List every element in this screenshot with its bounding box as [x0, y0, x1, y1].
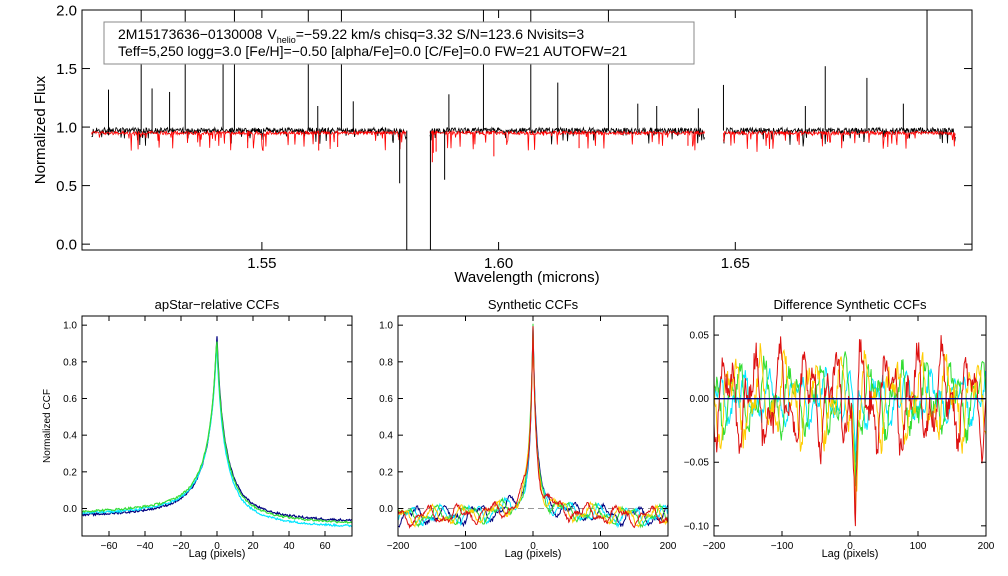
- synthetic-ccf-title: Synthetic CCFs: [488, 297, 579, 312]
- x-tick-label: 200: [978, 541, 995, 552]
- apstar-ccf-x-label: Lag (pixels): [189, 548, 246, 560]
- legend-line-1: 2M15173636−0130008 Vhelio=−59.22 km/s chi…: [118, 26, 584, 45]
- x-tick-label: 60: [319, 541, 331, 552]
- synthetic-ccf-x-ticks: −200 −100 0 100 200: [387, 316, 677, 552]
- synthetic-ccf-x-label: Lag (pixels): [505, 548, 562, 560]
- spectrum-legend: 2M15173636−0130008 Vhelio=−59.22 km/s chi…: [103, 21, 695, 65]
- difference-ccf-line: [713, 343, 987, 521]
- y-tick-label: 0.4: [63, 431, 77, 442]
- synthetic-ccf-line: [397, 328, 669, 529]
- synthetic-ccf-line: [397, 326, 669, 530]
- y-tick-label: 0.5: [56, 178, 77, 195]
- difference-ccf-series: [713, 335, 987, 527]
- y-tick-label: 1.0: [56, 119, 77, 136]
- observed-spectrum-chip-c: [723, 126, 956, 147]
- x-tick-label: 100: [910, 541, 927, 552]
- x-tick-label: 0: [530, 541, 536, 552]
- x-tick-label: 0: [847, 541, 853, 552]
- spectrum-y-label: Normalized Flux: [32, 75, 49, 184]
- apstar-ccf-series: [81, 336, 353, 528]
- y-tick-label: 0.05: [690, 331, 710, 342]
- difference-ccf-line: [713, 335, 987, 527]
- apstar-ccf-y-ticks: 0.0 0.2 0.4 0.6 0.8 1.0: [63, 321, 352, 515]
- y-tick-label: 0.8: [63, 357, 77, 368]
- legend-vhelio-sub: helio: [277, 35, 296, 45]
- spectrum-panel: 1.55 1.60 1.65 0.0 0.5 1.0 1.5 2.0 2M15173636−…: [32, 2, 973, 286]
- y-tick-label: 0.6: [379, 394, 393, 405]
- legend-line-1-rest: =−59.22 km/s chisq=3.32 S/N=123.6 Nvisit…: [296, 26, 585, 42]
- spectrum-x-ticks: 1.55 1.60 1.65: [247, 10, 750, 272]
- y-tick-label: 0.0: [63, 504, 77, 515]
- observed-spectrum-chip-b: [429, 126, 705, 145]
- x-tick-label: 40: [283, 541, 295, 552]
- x-tick-label: −40: [137, 541, 154, 552]
- difference-ccf-y-ticks: −0.10 −0.05 0.00 0.05: [684, 331, 986, 532]
- y-tick-label: 0.6: [63, 394, 77, 405]
- y-tick-label: 0.2: [379, 467, 393, 478]
- apstar-ccf-x-ticks: −60 −40 −20 0 20 40 60: [101, 316, 331, 552]
- x-tick-label: 1.60: [484, 255, 513, 272]
- legend-box: [103, 21, 695, 65]
- x-tick-label: 0: [214, 541, 220, 552]
- x-tick-label: −60: [101, 541, 118, 552]
- x-tick-label: −100: [454, 541, 477, 552]
- x-tick-label: −200: [703, 541, 726, 552]
- x-tick-label: 1.65: [721, 255, 750, 272]
- spectrum-absorption-dips: [247, 130, 689, 250]
- y-tick-label: −0.05: [684, 458, 710, 469]
- y-tick-label: 1.0: [379, 321, 393, 332]
- x-tick-label: −200: [387, 541, 410, 552]
- x-tick-label: 200: [660, 541, 677, 552]
- x-tick-label: 100: [592, 541, 609, 552]
- legend-vhelio-label: V: [267, 26, 277, 42]
- y-tick-label: 1.5: [56, 61, 77, 78]
- y-tick-label: −0.10: [684, 521, 710, 532]
- synthetic-spectrum-chip-b: [429, 129, 705, 151]
- spectrum-y-ticks: 0.0 0.5 1.0 1.5 2.0: [56, 2, 972, 253]
- legend-line-2: Teff=5,250 logg=3.0 [Fe/H]=−0.50 [alpha/…: [118, 43, 627, 59]
- synthetic-spectrum-chip-c: [723, 129, 956, 152]
- y-tick-label: 0.2: [63, 467, 77, 478]
- synthetic-ccf-panel: Synthetic CCFs −200 −100 0 100 200 0.0 0.2 0.4…: [379, 297, 677, 560]
- y-tick-label: 0.0: [379, 504, 393, 515]
- x-tick-label: −20: [173, 541, 190, 552]
- apstar-ccf-y-label: Normalized CCF: [42, 389, 53, 463]
- y-tick-label: 0.00: [690, 394, 710, 405]
- synthetic-spectrum-chip-a: [91, 129, 407, 152]
- apstar-ccf-title: apStar−relative CCFs: [155, 297, 280, 312]
- y-tick-label: 2.0: [56, 2, 77, 19]
- apstar-ccf-panel: apStar−relative CCFs −60 −40 −20 0 20 40 60 0.…: [42, 297, 353, 560]
- synthetic-ccf-y-ticks: 0.0 0.2 0.4 0.6 0.8 1.0: [379, 321, 668, 515]
- apstar-ccf-line: [81, 336, 353, 522]
- synthetic-ccf-line: [397, 332, 669, 528]
- y-tick-label: 0.8: [379, 357, 393, 368]
- difference-ccf-panel: Difference Synthetic CCFs −200 −100 0 100 20…: [684, 297, 995, 560]
- synthetic-ccf-series: [397, 323, 669, 530]
- difference-ccf-frame: [713, 315, 987, 537]
- legend-object-id: 2M15173636−0130008: [118, 26, 263, 42]
- difference-ccf-title: Difference Synthetic CCFs: [774, 297, 927, 312]
- x-tick-label: 1.55: [247, 255, 276, 272]
- x-tick-label: −100: [771, 541, 794, 552]
- y-tick-label: 0.0: [56, 236, 77, 253]
- difference-ccf-x-label: Lag (pixels): [822, 548, 879, 560]
- apstar-ccf-line: [81, 341, 353, 524]
- x-tick-label: 20: [247, 541, 259, 552]
- spectrum-x-label: Wavelength (microns): [454, 269, 599, 286]
- y-tick-label: 1.0: [63, 321, 77, 332]
- apstar-ccf-line: [81, 347, 353, 528]
- observed-spectrum-chip-a: [91, 126, 407, 146]
- spectrum-frame: [81, 9, 973, 251]
- difference-ccf-line: [713, 366, 987, 463]
- difference-ccf-x-ticks: −200 −100 0 100 200: [703, 316, 995, 552]
- y-tick-label: 0.4: [379, 431, 393, 442]
